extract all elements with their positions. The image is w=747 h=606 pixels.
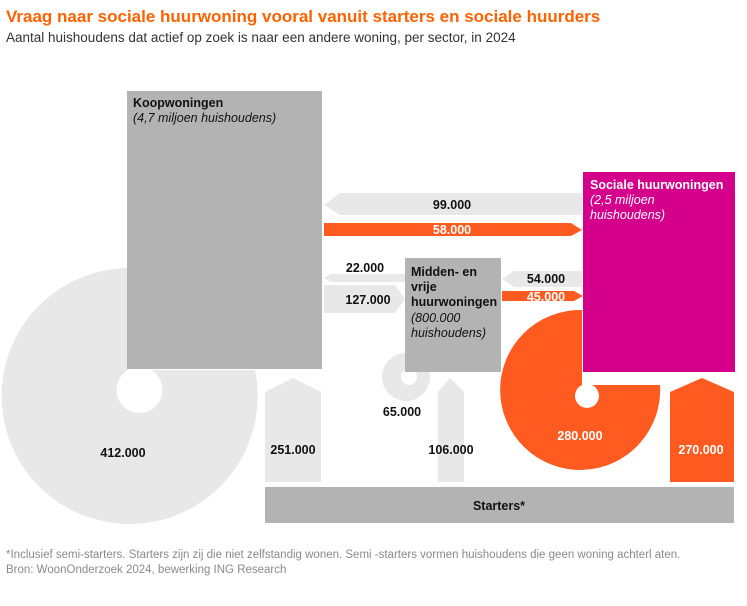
sociaal-size-line2: huishoudens) — [590, 208, 665, 222]
value-midden-to-sociaal: 45.000 — [527, 290, 565, 304]
value-starters-to-koop: 251.000 — [270, 443, 315, 457]
midden-size-line1: (800.000 — [411, 311, 460, 325]
starters-box — [265, 487, 734, 523]
midden-size-line2: huishoudens) — [411, 326, 486, 340]
arrow-midden-to-koop — [324, 274, 405, 282]
koopwoningen-box — [127, 91, 322, 369]
chart-title: Vraag naar sociale huurwoning vooral van… — [6, 7, 601, 26]
midden-within-ring — [382, 353, 431, 401]
arrow-starters-to-koop — [265, 378, 321, 482]
sociaal-within-ring — [500, 309, 661, 470]
footnote-source: Bron: WoonOnderzoek 2024, bewerking ING … — [6, 564, 287, 576]
arrow-sociaal-to-koop — [324, 193, 582, 215]
value-sociaal-within: 280.000 — [557, 429, 602, 443]
koop-within-ring — [1, 268, 258, 524]
value-koop-to-sociaal: 58.000 — [433, 223, 471, 237]
value-starters-to-sociaal: 270.000 — [678, 443, 723, 457]
arrow-midden-to-sociaal — [502, 291, 583, 301]
arrow-starters-to-midden — [438, 378, 464, 482]
midden-label-line3: huurwoningen — [411, 295, 497, 309]
value-koop-to-midden: 127.000 — [345, 293, 390, 307]
starters-label: Starters* — [473, 499, 525, 513]
midden-huur-box — [405, 258, 501, 372]
arrow-sociaal-to-midden — [502, 271, 582, 287]
midden-label-line2: vrije — [411, 280, 437, 294]
sociaal-size-line1: (2,5 miljoen — [590, 193, 655, 207]
arrow-koop-to-sociaal — [324, 223, 582, 236]
value-sociaal-to-midden: 54.000 — [527, 272, 565, 286]
footnote-line1: *Inclusief semi-starters. Starters zijn … — [6, 549, 681, 561]
arrow-starters-to-sociaal — [670, 378, 734, 482]
koop-label: Koopwoningen — [133, 96, 223, 110]
sociaal-label: Sociale huurwoningen — [590, 178, 723, 192]
value-starters-to-midden: 106.000 — [428, 443, 473, 457]
midden-label-line1: Midden- en — [411, 265, 477, 279]
chart-subtitle: Aantal huishoudens dat actief op zoek is… — [6, 30, 516, 45]
footnote: *Inclusief semi-starters. Starters zijn … — [6, 548, 680, 578]
arrow-koop-to-midden — [324, 285, 405, 313]
koop-size-label: (4,7 miljoen huishoudens) — [133, 111, 276, 125]
value-midden-to-koop: 22.000 — [346, 261, 384, 275]
sociale-huur-box — [583, 172, 735, 372]
value-midden-within: 65.000 — [383, 405, 421, 419]
value-sociaal-to-koop: 99.000 — [433, 198, 471, 212]
value-koop-within: 412.000 — [100, 446, 145, 460]
